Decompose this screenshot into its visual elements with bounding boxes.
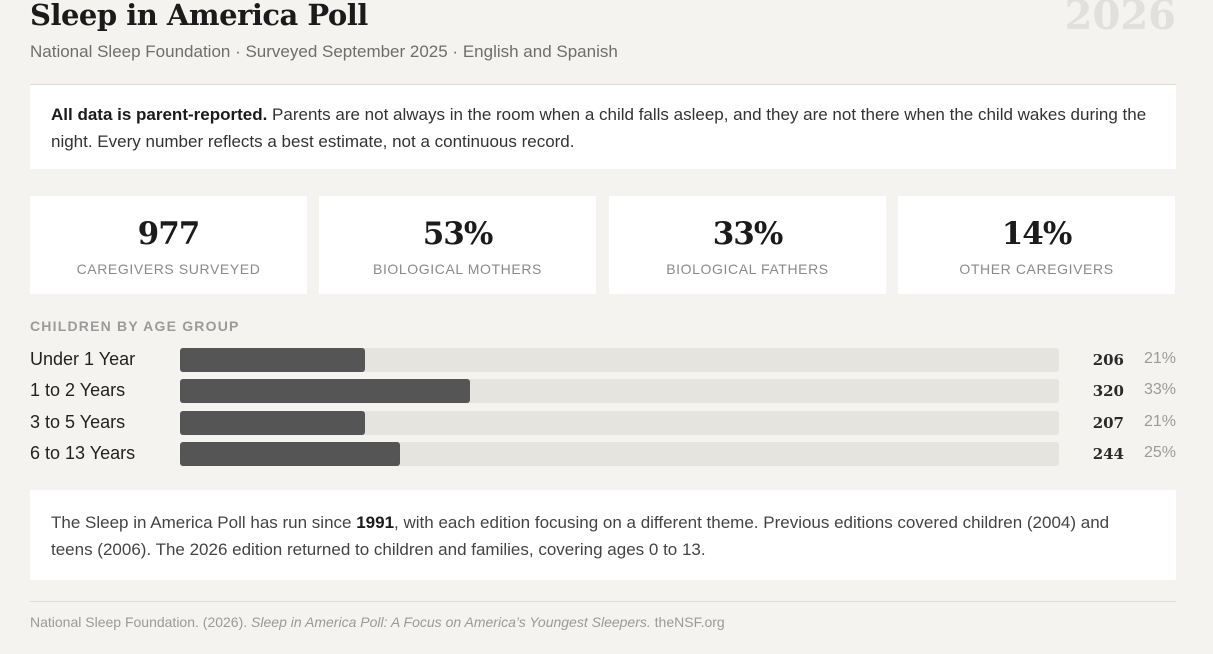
count-label: 320 xyxy=(1092,382,1124,400)
citation-author: National Sleep Foundation. (2026). xyxy=(30,614,252,630)
age-label: 1 to 2 Years xyxy=(30,380,126,400)
stat-value: 53% xyxy=(422,216,494,252)
divider xyxy=(30,601,1176,602)
bar-fill xyxy=(180,348,365,372)
count-label: 244 xyxy=(1092,445,1124,463)
bar-fill xyxy=(180,442,400,466)
age-bar-row: 1 to 2 Years 320 33% xyxy=(30,379,1176,403)
notice-text: Parents are not always in the room when … xyxy=(51,105,1147,151)
bar-track xyxy=(180,348,1059,372)
bar-fill xyxy=(180,379,471,403)
age-label: Under 1 Year xyxy=(30,349,136,369)
stat-value: 14% xyxy=(1001,216,1073,252)
percent-label: 25% xyxy=(1143,444,1176,461)
stat-card-mothers: 53% Biological Mothers xyxy=(319,196,596,294)
citation-site: theNSF.org xyxy=(650,614,725,630)
age-label: 6 to 13 Years xyxy=(30,443,136,463)
divider xyxy=(30,84,1176,85)
age-bar-row: 3 to 5 Years 207 21% xyxy=(30,411,1176,435)
bar-track xyxy=(180,411,1059,435)
count-label: 206 xyxy=(1092,351,1124,369)
bar-track xyxy=(180,379,1059,403)
stats-row: 977 Caregivers Surveyed 53% Biological M… xyxy=(30,196,1176,294)
bar-track xyxy=(180,442,1059,466)
citation-title: Sleep in America Poll: A Focus on Americ… xyxy=(251,614,651,630)
page-subtitle: National Sleep Foundation · Surveyed Sep… xyxy=(30,42,618,61)
notice-bold: All data is parent-reported. xyxy=(51,105,268,124)
percent-label: 33% xyxy=(1143,381,1176,398)
page-title: Sleep in America Poll xyxy=(30,0,368,32)
history-note: The Sleep in America Poll has run since … xyxy=(30,490,1176,580)
stat-value: 33% xyxy=(712,216,784,252)
stat-label: Caregivers Surveyed xyxy=(76,261,261,277)
age-bar-row: Under 1 Year 206 21% xyxy=(30,348,1176,372)
history-text-pre: The Sleep in America Poll has run since xyxy=(51,513,357,532)
data-notice: All data is parent-reported. Parents are… xyxy=(30,85,1176,169)
age-section-label: CHILDREN BY AGE GROUP xyxy=(30,318,240,334)
stat-card-caregivers: 977 Caregivers Surveyed xyxy=(30,196,307,294)
edition-year: 2026 xyxy=(1064,0,1176,39)
age-bar-row: 6 to 13 Years 244 25% xyxy=(30,442,1176,466)
stat-value: 977 xyxy=(137,216,201,252)
bar-fill xyxy=(180,411,365,435)
stat-card-other: 14% Other Caregivers xyxy=(898,196,1175,294)
citation: National Sleep Foundation. (2026). Sleep… xyxy=(30,614,725,630)
stat-card-fathers: 33% Biological Fathers xyxy=(609,196,886,294)
history-text-post: , with each edition focusing on a differ… xyxy=(51,513,1110,559)
percent-label: 21% xyxy=(1143,413,1176,430)
stat-label: Biological Fathers xyxy=(666,261,829,277)
count-label: 207 xyxy=(1092,414,1124,432)
stat-label: Other Caregivers xyxy=(959,261,1114,277)
percent-label: 21% xyxy=(1143,350,1176,367)
age-label: 3 to 5 Years xyxy=(30,412,126,432)
stat-label: Biological Mothers xyxy=(373,261,542,277)
history-year: 1991 xyxy=(356,513,395,532)
